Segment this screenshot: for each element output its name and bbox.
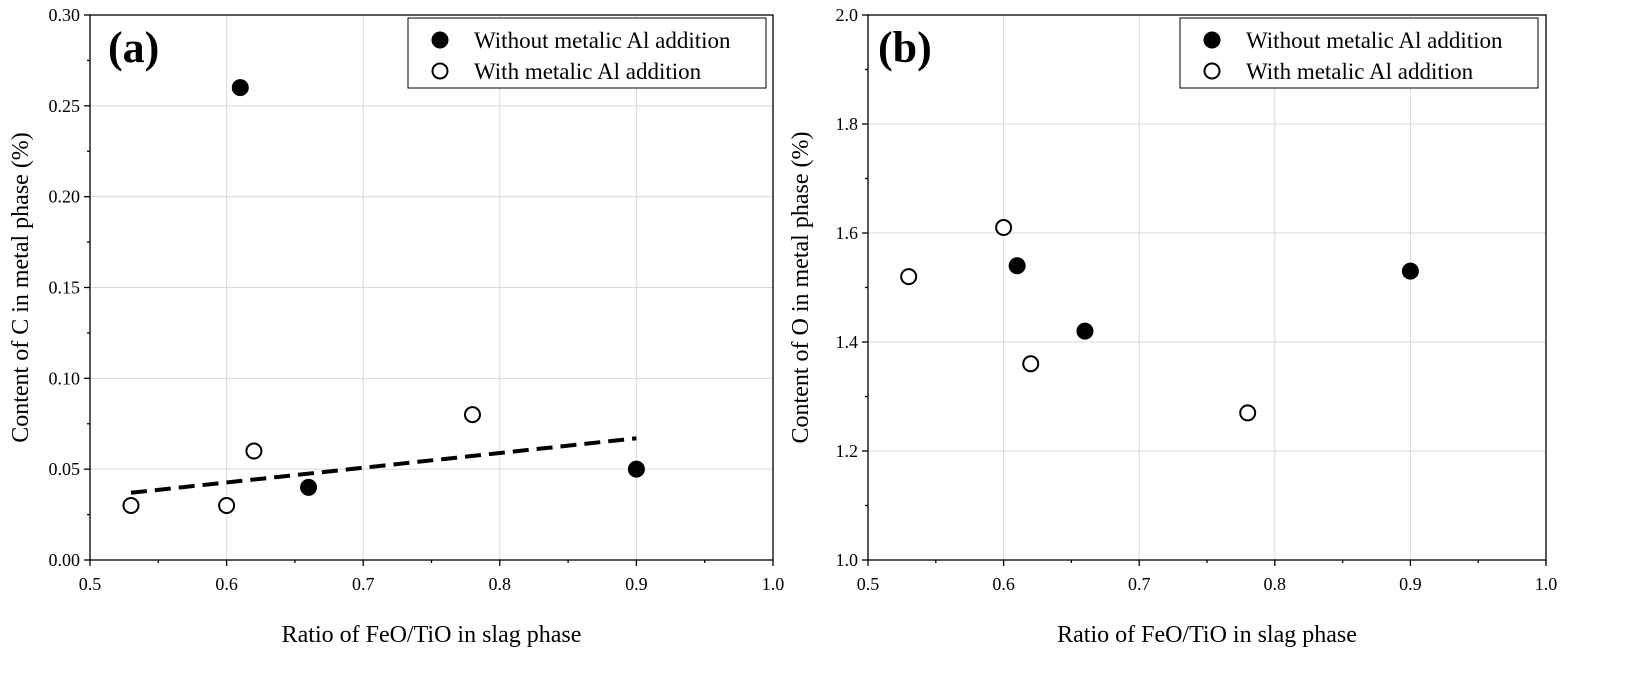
y-tick-label: 0.30 xyxy=(49,5,81,25)
y-tick-label: 1.2 xyxy=(836,441,859,461)
y-tick-label: 1.6 xyxy=(836,223,859,243)
y-tick-label: 0.00 xyxy=(49,550,81,570)
y-tick-label: 1.8 xyxy=(836,114,859,134)
x-tick-label: 0.9 xyxy=(625,574,648,594)
open-data-point xyxy=(1239,404,1257,422)
x-tick-label: 0.5 xyxy=(79,574,102,594)
legend-box xyxy=(407,17,767,89)
filled-data-point xyxy=(1401,262,1419,280)
filled-data-point xyxy=(300,478,318,496)
panel-label: (b) xyxy=(878,23,932,72)
legend-marker-filled-circle xyxy=(1203,31,1221,49)
x-tick-label: 1.0 xyxy=(762,574,785,594)
open-data-point xyxy=(245,442,263,460)
x-tick-label: 1.0 xyxy=(1535,574,1558,594)
legend-entry: Without metalic Al addition xyxy=(474,28,731,53)
x-tick-label: 0.7 xyxy=(1128,574,1151,594)
filled-data-point xyxy=(1076,322,1094,340)
y-axis-label: Content of C in metal phase (%) xyxy=(8,132,34,443)
filled-data-point xyxy=(231,79,249,97)
filled-data-point xyxy=(627,460,645,478)
x-tick-label: 0.9 xyxy=(1399,574,1422,594)
x-axis-label: Ratio of FeO/TiO in slag phase xyxy=(1057,622,1357,648)
x-tick-label: 0.5 xyxy=(857,574,880,594)
legend-entry: With metalic Al addition xyxy=(1246,59,1474,84)
x-tick-label: 0.8 xyxy=(489,574,512,594)
y-tick-label: 0.25 xyxy=(49,96,81,116)
y-tick-label: 1.4 xyxy=(836,332,859,352)
open-data-point xyxy=(122,497,140,514)
chart-panel-a: 0.5 0.6 0.7 0.8 0.9 1.0 0.00 0.05 0.10 0.15 0.20 0.… xyxy=(8,5,784,648)
legend-marker-open-circle xyxy=(431,62,449,80)
x-tick-label: 0.6 xyxy=(215,574,238,594)
open-data-point xyxy=(900,268,918,286)
plot-frame xyxy=(867,14,1547,561)
y-tick-label: 0.20 xyxy=(49,187,81,207)
y-axis-label: Content of O in metal phase (%) xyxy=(788,132,814,444)
open-data-point xyxy=(995,219,1013,237)
x-tick-label: 0.7 xyxy=(352,574,375,594)
x-tick-label: 0.6 xyxy=(992,574,1015,594)
trend-line xyxy=(130,436,637,495)
legend-marker-open-circle xyxy=(1203,62,1221,80)
y-tick-label: 0.10 xyxy=(49,368,81,388)
open-data-point xyxy=(463,406,481,424)
legend-entry: With metalic Al addition xyxy=(474,59,702,84)
chart-panel-b: 0.5 0.6 0.7 0.8 0.9 1.0 1.0 1.2 1.4 1.6 1.8 2.0 Rati… xyxy=(788,5,1557,648)
legend-box xyxy=(1179,17,1539,89)
open-data-point xyxy=(218,497,236,514)
filled-data-point xyxy=(1008,257,1026,275)
x-axis-label: Ratio of FeO/TiO in slag phase xyxy=(282,622,582,648)
y-tick-label: 2.0 xyxy=(836,5,859,25)
legend: Without metalic Al addition With metalic … xyxy=(407,17,767,89)
legend-entry: Without metalic Al addition xyxy=(1246,28,1503,53)
y-tick-label: 0.15 xyxy=(49,278,81,298)
legend: Without metalic Al addition With metalic … xyxy=(1179,17,1539,89)
open-data-point xyxy=(1022,355,1040,373)
x-tick-label: 0.8 xyxy=(1264,574,1287,594)
y-tick-label: 0.05 xyxy=(49,459,81,479)
y-tick-label: 1.0 xyxy=(836,550,859,570)
legend-marker-filled-circle xyxy=(431,31,449,49)
panel-label: (a) xyxy=(108,23,159,72)
